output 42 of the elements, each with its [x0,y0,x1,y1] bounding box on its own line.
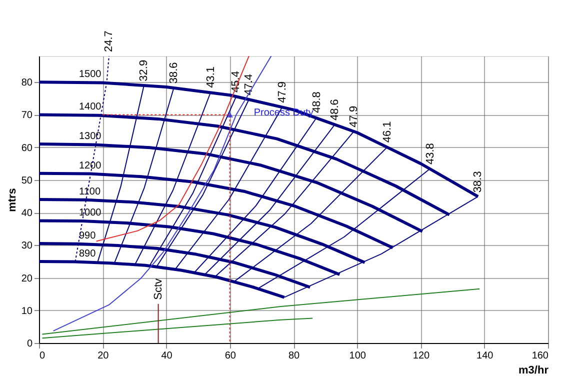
y-tick-label: 60 [21,142,33,154]
y-tick-label: 0 [26,338,33,350]
text: 32.9 [138,60,150,82]
x-tick-label: 120 [412,350,430,362]
text: 24.7 [102,30,115,52]
series-label: 1500 [79,69,102,80]
series-label: 1100 [79,186,101,198]
y-tick-label: 40 [21,208,33,220]
x-tick-label: 60 [224,350,236,362]
text: 43.8 [424,143,436,165]
series-label: 1300 [79,131,102,142]
series-label: 890 [79,248,96,260]
x-tick-label: 0 [40,350,46,362]
text: 47.4 [242,74,255,96]
y-axis-title: mtrs [6,188,18,212]
text: 38.3 [472,171,484,193]
y-tick-label: 70 [21,110,33,122]
x-tick-label: 40 [161,350,173,362]
text: 43.1 [204,66,217,88]
text: 47.9 [348,106,360,128]
series-label: 990 [79,230,96,242]
x-tick-label: 20 [98,350,110,362]
x-tick-label: 140 [476,350,494,362]
x-axis-title: m3/hr [518,364,550,376]
y-tick-label: 30 [21,240,33,252]
text: 45.4 [230,71,242,92]
x-tick-label: 80 [288,350,300,362]
text: 48.6 [328,99,341,120]
text: 47.9 [276,81,288,103]
text: Sctv [152,278,164,300]
text: 46.1 [382,121,394,143]
series-label: 1400 [79,102,102,113]
series-label: 1000 [79,208,102,219]
y-tick-label: 50 [21,175,33,186]
text: 38.6 [168,62,180,84]
x-tick-label: 160 [532,350,549,362]
x-tick-label: 100 [349,350,366,362]
y-tick-label: 10 [21,306,33,317]
text: 48.8 [311,92,324,113]
y-tick-label: 80 [21,78,33,89]
y-tick-label: 20 [21,273,33,284]
series-label: 1200 [79,160,102,172]
